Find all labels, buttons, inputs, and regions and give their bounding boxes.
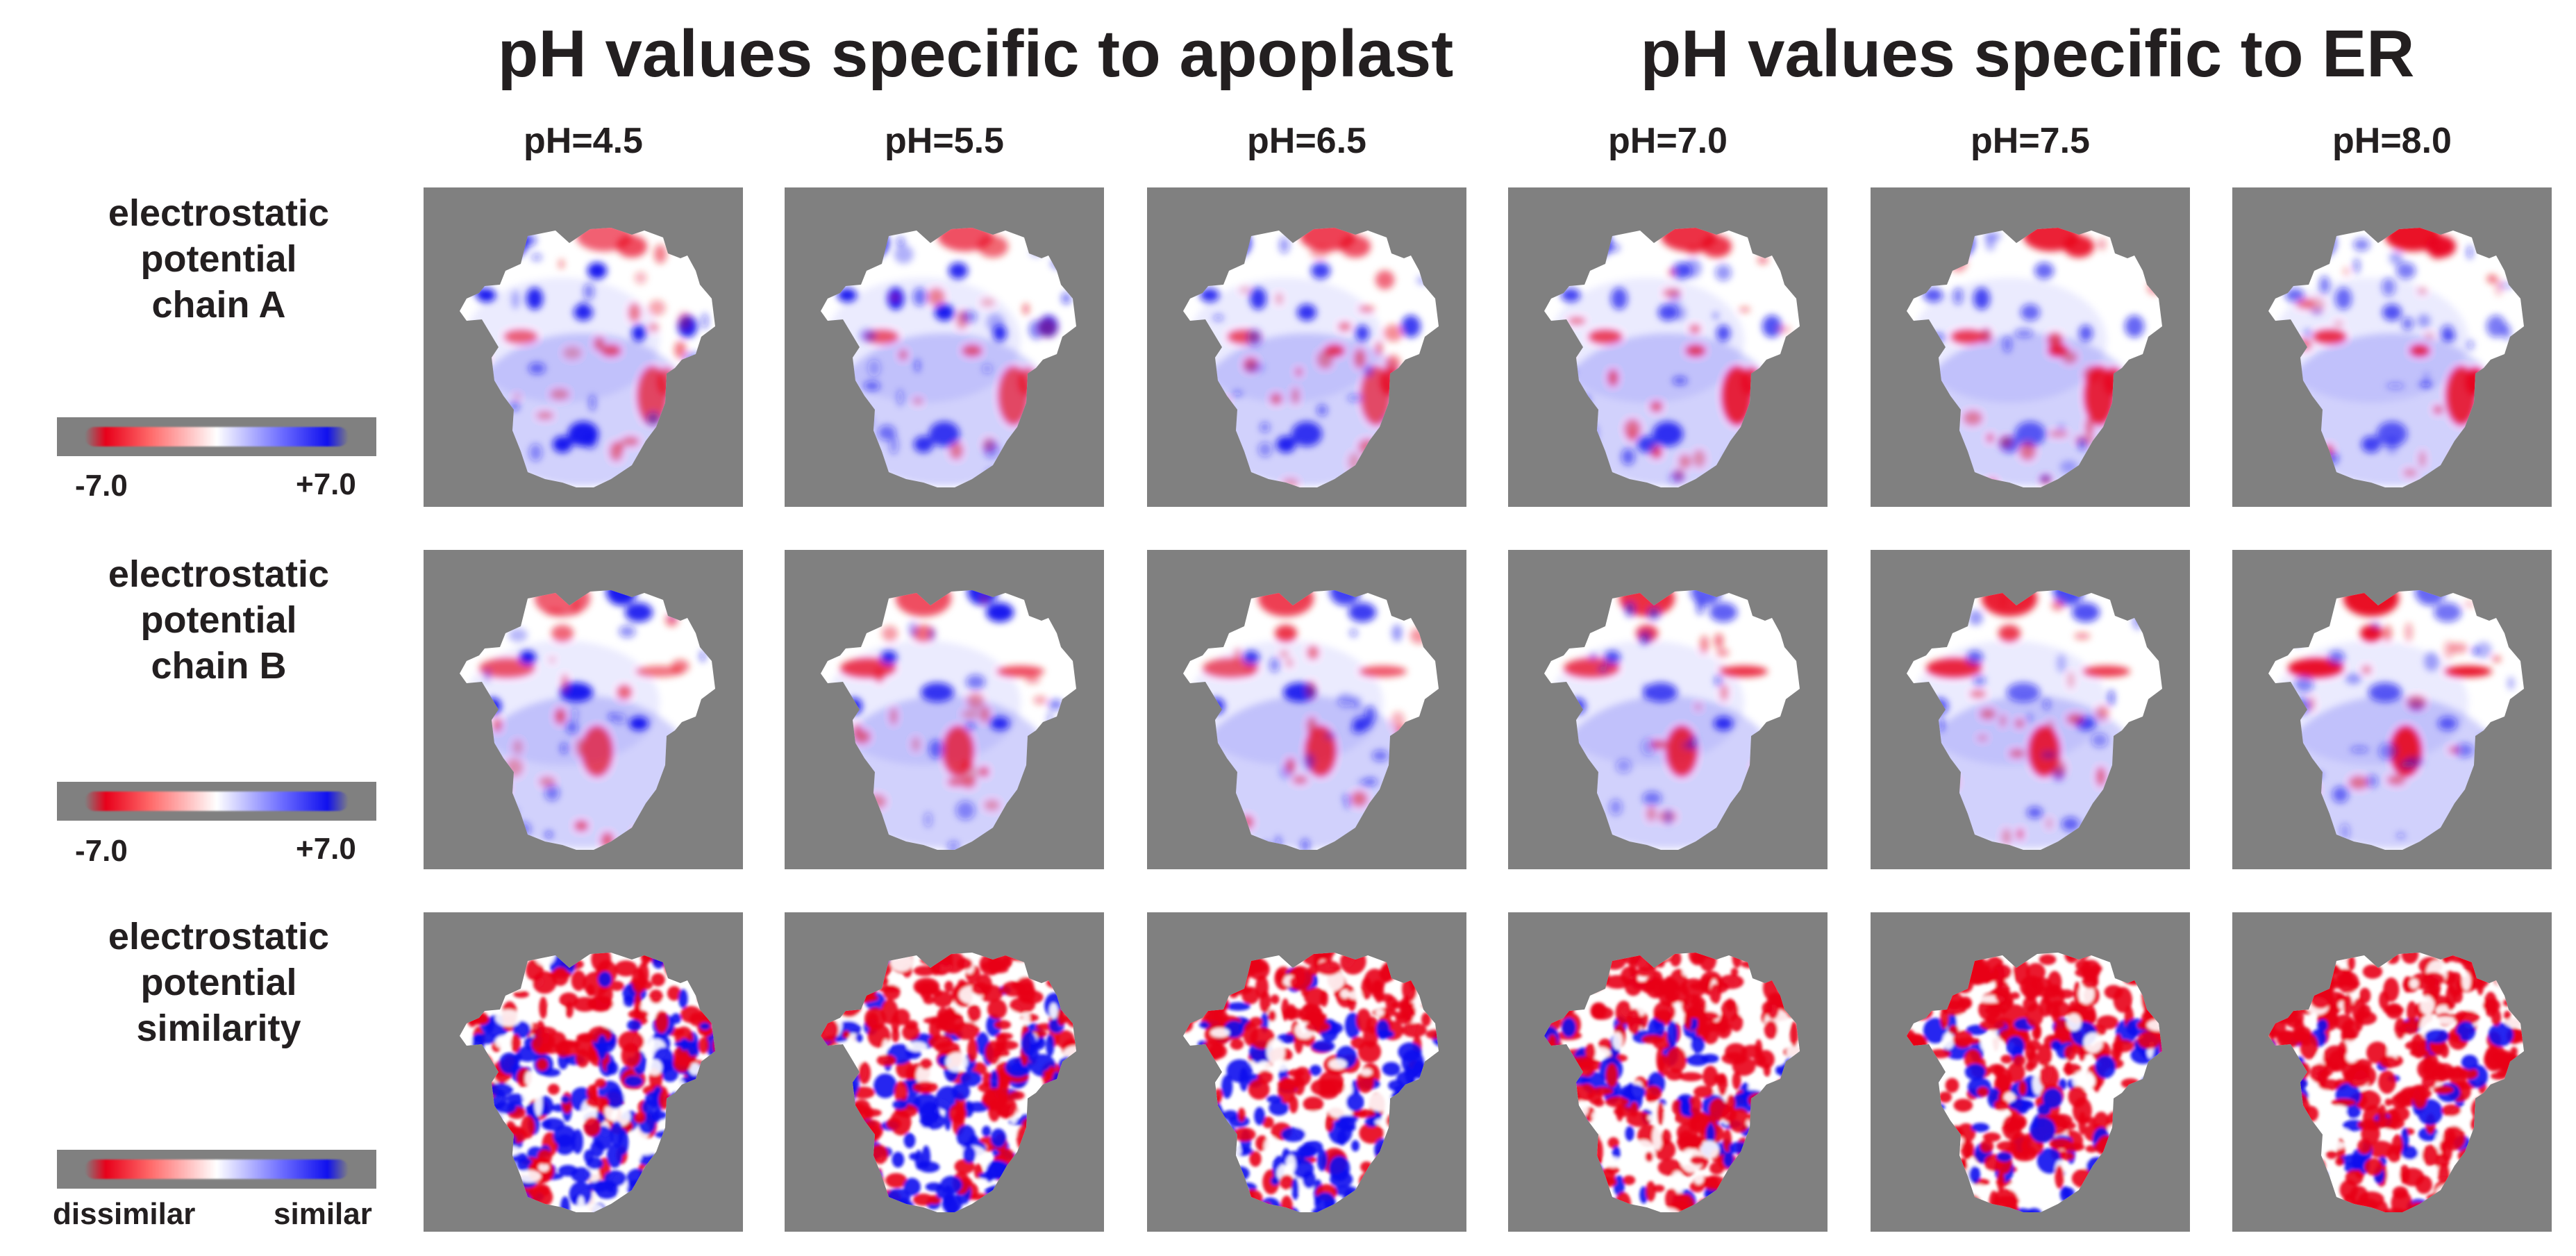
surface-map-similarity-ph-5-5 (785, 912, 1104, 1232)
surface-map-chain-b-ph-5-5 (785, 550, 1104, 869)
surface-map-chain-a-ph-4-5 (424, 187, 743, 507)
surface-map-chain-a-ph-7-0 (1508, 187, 1828, 507)
apoplast-group-title: pH values specific to apoplast (497, 17, 1454, 91)
color-scale-bar-chain-a (57, 417, 376, 456)
column-label-ph-6-5: pH=6.5 (1247, 121, 1366, 161)
column-label-ph-8-0: pH=8.0 (2332, 121, 2452, 161)
surface-map-chain-a-ph-5-5 (785, 187, 1104, 507)
surface-map-similarity-ph-7-5 (1871, 912, 2190, 1232)
scale-min-label-chain-b: -7.0 (75, 834, 128, 868)
surface-map-chain-a-ph-7-5 (1871, 187, 2190, 507)
row-label-line: electrostatic (108, 553, 330, 595)
row-label-line: potential (140, 962, 297, 1003)
surface-map-similarity-ph-4-5 (424, 912, 743, 1232)
row-label-line: chain A (151, 284, 286, 326)
surface-map-chain-a-ph-8-0 (2232, 187, 2552, 507)
row-label-line: potential (140, 238, 297, 280)
surface-map-chain-b-ph-4-5 (424, 550, 743, 869)
row-label-chain-b: electrostatic potential chain B (28, 551, 410, 689)
scale-max-label-chain-b: +7.0 (296, 832, 356, 866)
scale-min-label-chain-a: -7.0 (75, 469, 128, 503)
surface-map-chain-b-ph-6-5 (1147, 550, 1466, 869)
row-label-line: electrostatic (108, 192, 330, 234)
surface-map-chain-b-ph-7-5 (1871, 550, 2190, 869)
row-label-similarity: electrostatic potential similarity (28, 914, 410, 1051)
row-label-line: chain B (151, 645, 287, 687)
scale-max-label-similarity: similar (274, 1197, 372, 1231)
surface-map-chain-b-ph-7-0 (1508, 550, 1828, 869)
column-label-ph-5-5: pH=5.5 (885, 121, 1004, 161)
surface-map-chain-b-ph-8-0 (2232, 550, 2552, 869)
color-scale-bar-similarity (57, 1150, 376, 1189)
column-label-ph-7-0: pH=7.0 (1608, 121, 1728, 161)
color-scale-bar-chain-b (57, 782, 376, 821)
column-label-ph-7-5: pH=7.5 (1971, 121, 2090, 161)
surface-map-similarity-ph-8-0 (2232, 912, 2552, 1232)
row-label-chain-a: electrostatic potential chain A (28, 190, 410, 328)
row-label-line: potential (140, 599, 297, 641)
column-label-ph-4-5: pH=4.5 (524, 121, 643, 161)
surface-map-similarity-ph-7-0 (1508, 912, 1828, 1232)
scale-min-label-similarity: dissimilar (53, 1197, 196, 1231)
surface-map-similarity-ph-6-5 (1147, 912, 1466, 1232)
scale-max-label-chain-a: +7.0 (296, 467, 356, 501)
row-label-line: electrostatic (108, 916, 330, 957)
row-label-line: similarity (136, 1007, 301, 1049)
surface-map-chain-a-ph-6-5 (1147, 187, 1466, 507)
er-group-title: pH values specific to ER (1640, 17, 2415, 91)
